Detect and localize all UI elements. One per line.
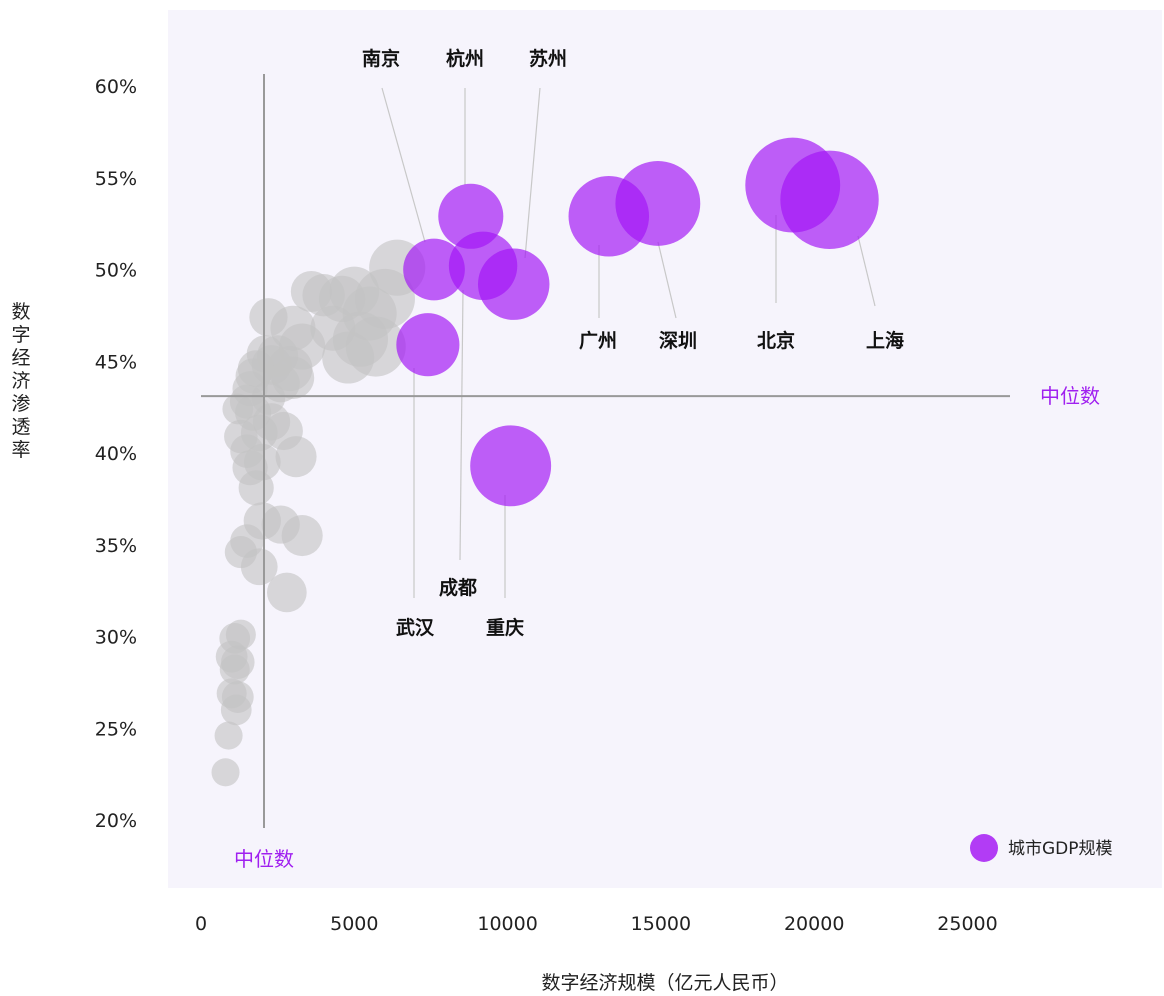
- city-point: [211, 758, 240, 787]
- city-point: [220, 694, 252, 726]
- x-tick-label: 15000: [631, 913, 691, 935]
- x-tick-label: 0: [195, 913, 207, 935]
- city-label: 杭州: [446, 47, 484, 70]
- x-axis-label: 数字经济规模（亿元人民币）: [541, 972, 788, 994]
- city-point: [249, 298, 288, 337]
- city-label: 重庆: [486, 616, 524, 639]
- y-tick-label: 30%: [95, 627, 137, 649]
- leader-line: [657, 241, 677, 319]
- leader-line: [524, 87, 541, 259]
- y-tick-label: 20%: [95, 810, 137, 832]
- city-point: [214, 721, 243, 750]
- city-point: [290, 270, 332, 313]
- highlight-city-point: [403, 238, 465, 301]
- y-tick-label: 35%: [95, 535, 137, 557]
- plot-background: [168, 10, 1162, 888]
- highlight-city-point: [470, 425, 552, 507]
- y-axis-label-char: 渗: [11, 393, 30, 415]
- city-label: 深圳: [659, 329, 697, 352]
- y-axis-label-char: 字: [11, 324, 30, 346]
- x-tick-label: 5000: [330, 913, 378, 935]
- x-tick-label: 25000: [937, 913, 997, 935]
- leader-line: [459, 289, 464, 561]
- highlight-city-point: [568, 176, 650, 257]
- city-point: [281, 515, 323, 557]
- x-tick-label: 20000: [784, 913, 844, 935]
- y-axis-label: 数字经济渗透率: [11, 301, 30, 461]
- city-label: 上海: [866, 329, 904, 352]
- y-axis-label-char: 经: [11, 347, 30, 369]
- city-label: 广州: [579, 329, 617, 352]
- leader-line: [381, 87, 426, 243]
- city-point: [230, 434, 264, 468]
- axes-layer: 20% 25% 30% 35% 40% 45% 50% 55% 60% 0 5000 10000 150…: [11, 76, 997, 994]
- y-tick-label: 55%: [95, 168, 137, 190]
- y-axis-label-char: 透: [11, 416, 30, 438]
- other-cities-layer: [211, 239, 426, 787]
- median-lines-layer: [201, 74, 1010, 828]
- highlight-city-point: [396, 313, 460, 377]
- y-tick-label: 25%: [95, 718, 137, 740]
- highlight-city-point: [780, 150, 879, 249]
- legend: 城市GDP规模: [970, 834, 1113, 862]
- city-point: [275, 436, 317, 478]
- y-median-label: 中位数: [1040, 384, 1100, 408]
- x-median-label: 中位数: [234, 847, 294, 871]
- leader-line: [857, 235, 876, 307]
- city-point: [251, 345, 292, 385]
- highlighted-cities-layer: [396, 137, 879, 507]
- city-point: [238, 470, 274, 506]
- city-point: [222, 393, 254, 425]
- y-tick-label: 40%: [95, 443, 137, 465]
- y-tick-label: 50%: [95, 260, 137, 282]
- y-tick-label: 45%: [95, 351, 137, 373]
- city-point: [267, 572, 307, 613]
- x-tick-label: 10000: [477, 913, 537, 935]
- city-label: 南京: [362, 47, 400, 70]
- city-label: 成都: [439, 576, 477, 599]
- legend-swatch: [970, 834, 998, 862]
- city-label: 武汉: [396, 617, 435, 639]
- y-axis-label-char: 济: [11, 370, 30, 392]
- legend-label: 城市GDP规模: [1008, 839, 1113, 859]
- y-axis-label-char: 数: [11, 301, 30, 323]
- city-label: 苏州: [529, 47, 567, 70]
- city-label: 北京: [757, 329, 795, 352]
- highlight-city-point: [477, 248, 550, 320]
- city-point: [219, 654, 250, 685]
- y-axis-label-char: 率: [11, 439, 30, 461]
- city-point: [240, 548, 278, 586]
- leader-lines-layer: [381, 87, 876, 598]
- y-tick-label: 60%: [95, 76, 137, 98]
